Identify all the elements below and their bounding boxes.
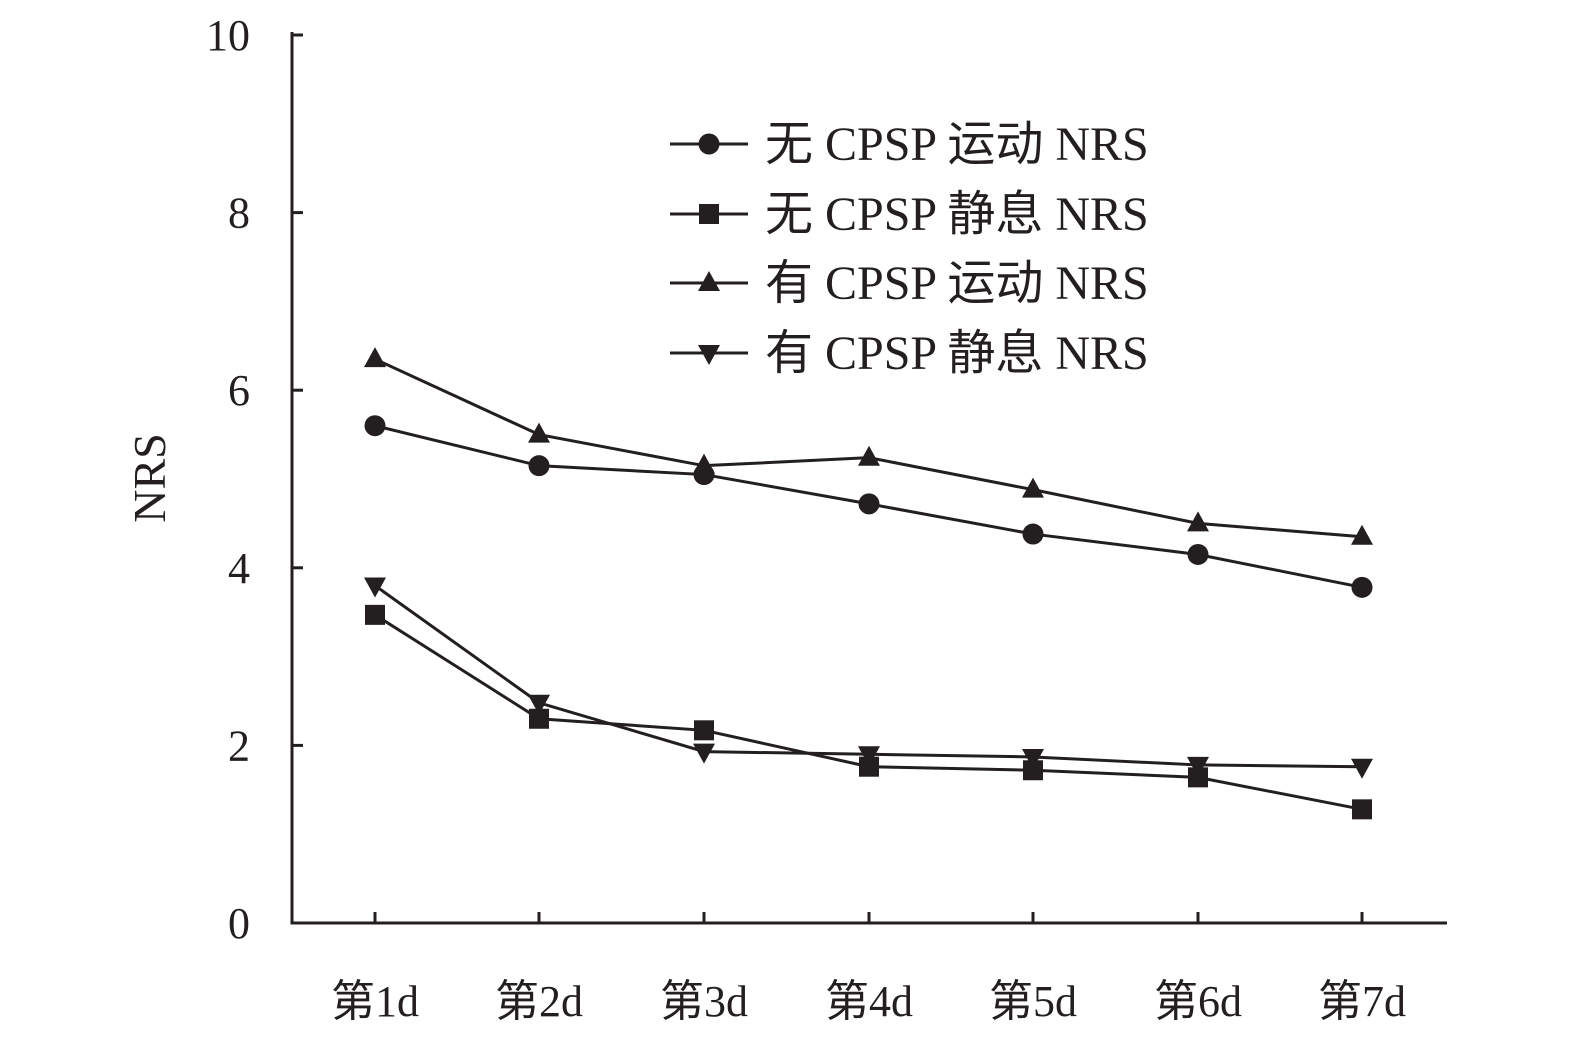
legend-label: 有 CPSP 静息 NRS [765, 327, 1149, 380]
data-point [694, 720, 714, 741]
data-point [1023, 760, 1043, 781]
legend-label: 无 CPSP 静息 NRS [765, 188, 1149, 241]
x-tick-label: 第4d [825, 977, 913, 1026]
x-tick-label: 第7d [1318, 977, 1406, 1026]
y-tick-label: 2 [228, 721, 250, 770]
data-point [693, 743, 715, 764]
legend-item: 无 CPSP 运动 NRS [670, 118, 1149, 171]
y-tick-label: 4 [228, 544, 250, 593]
legend-item: 有 CPSP 运动 NRS [670, 257, 1149, 310]
series-triangle-up [364, 347, 1373, 545]
legend-marker [698, 345, 720, 365]
data-point [1351, 758, 1373, 779]
x-tick-label: 第5d [989, 977, 1077, 1026]
data-point [1022, 748, 1044, 769]
legend-item: 无 CPSP 静息 NRS [670, 188, 1149, 241]
x-tick-label: 第3d [660, 977, 748, 1026]
data-point [364, 415, 386, 437]
data-point [1351, 524, 1373, 545]
y-tick-label: 6 [228, 366, 250, 415]
data-point [528, 694, 550, 715]
legend: 无 CPSP 运动 NRS 无 CPSP 静息 NRS 有 CPSP 运动 NRS 有… [670, 118, 1149, 380]
data-point [1352, 799, 1372, 820]
data-point [528, 422, 550, 443]
data-point [1022, 477, 1044, 498]
series-line [374, 613, 1363, 811]
data-point [693, 453, 715, 474]
data-point [364, 577, 386, 598]
legend-marker [699, 204, 719, 224]
data-point [364, 347, 386, 368]
y-axis-title: NRS [124, 433, 175, 522]
x-tick-label: 第1d [331, 977, 419, 1026]
series-triangle-down [364, 577, 1373, 779]
axes: 0 2 4 6 8 10 第1d 第2d 第3d 第4d 第5d 第6d 第7d NRS [124, 11, 1447, 1026]
data-point [528, 455, 550, 477]
legend-label: 无 CPSP 运动 NRS [765, 118, 1149, 171]
series-square [365, 604, 1372, 820]
data-point [1188, 767, 1208, 788]
series-layer [364, 347, 1373, 820]
series-circle [364, 415, 1373, 598]
data-point [858, 746, 880, 767]
x-tick-label: 第6d [1154, 977, 1242, 1026]
data-point [365, 604, 385, 625]
data-point [1351, 576, 1373, 598]
data-point [859, 756, 879, 777]
x-tick-label: 第2d [495, 977, 583, 1026]
data-point [1187, 511, 1209, 532]
legend-label: 有 CPSP 运动 NRS [765, 257, 1149, 310]
data-point [858, 493, 880, 515]
data-point [529, 708, 549, 729]
series-line [374, 584, 1363, 769]
y-tick-label: 0 [228, 899, 250, 948]
legend-item: 有 CPSP 静息 NRS [670, 327, 1149, 380]
legend-marker [698, 133, 720, 155]
data-point [858, 445, 880, 466]
data-point [1022, 523, 1044, 545]
data-point [1187, 756, 1209, 777]
legend-marker [698, 271, 720, 291]
y-tick-label: 10 [206, 11, 250, 60]
y-tick-label: 8 [228, 189, 250, 238]
data-point [1187, 543, 1209, 565]
